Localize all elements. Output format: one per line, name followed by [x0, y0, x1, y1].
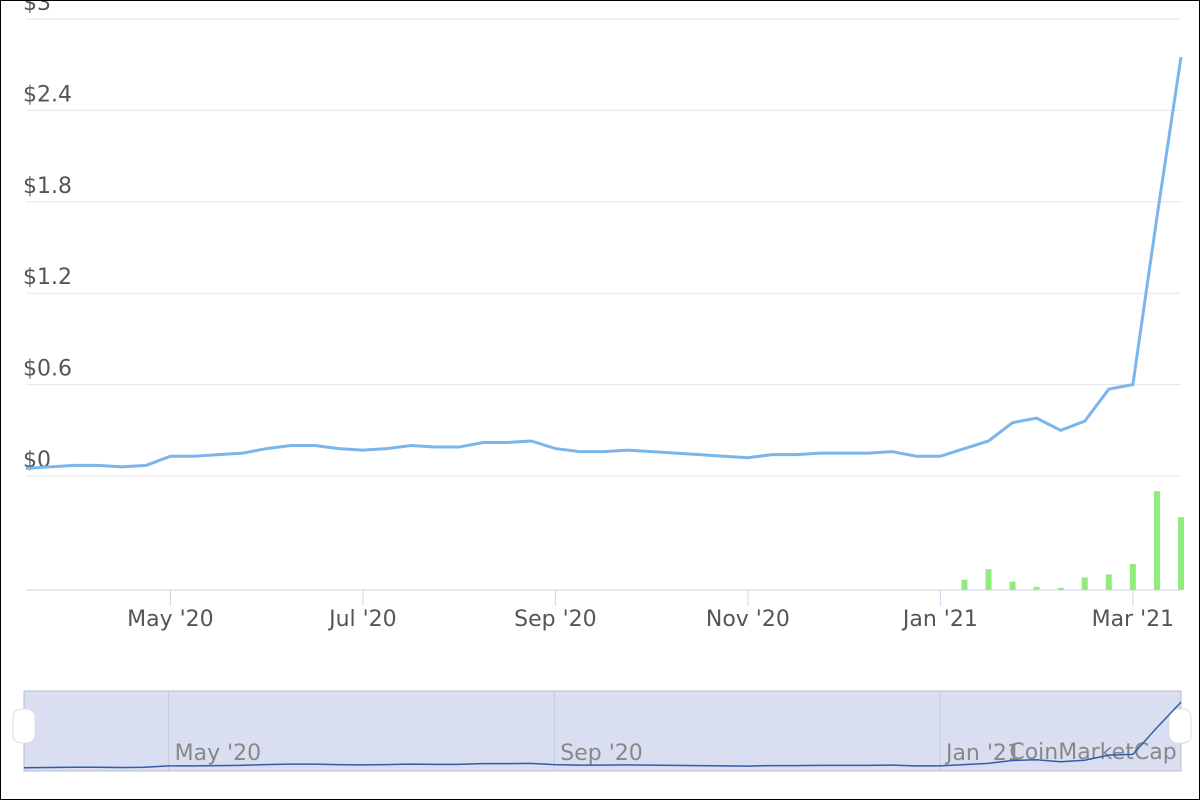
navigator-label: Jan '21	[944, 741, 1021, 766]
watermark: CoinMarketCap	[1009, 740, 1176, 765]
volume-bar	[1177, 517, 1185, 590]
volume-bar	[985, 569, 992, 590]
navigator-handle-left[interactable]	[12, 708, 36, 744]
y-tick-label: $3	[23, 1, 51, 16]
volume-bar	[1153, 491, 1160, 590]
x-tick-label: Nov '20	[706, 607, 790, 632]
x-tick-label: May '20	[127, 607, 214, 632]
x-tick-label: Jan '21	[901, 607, 978, 632]
y-tick-label: $1.8	[23, 174, 72, 199]
volume-bar	[961, 579, 968, 590]
volume-bar	[1129, 564, 1136, 590]
x-tick-label: Sep '20	[514, 607, 597, 632]
volume-bar	[1033, 586, 1040, 590]
x-tick-label: Mar '21	[1092, 607, 1175, 632]
volume-bar	[1009, 581, 1016, 590]
navigator-line	[23, 701, 1182, 769]
y-tick-label: $0.6	[23, 357, 72, 382]
navigator-label: Sep '20	[560, 741, 643, 766]
volume-bar	[1105, 574, 1112, 590]
volume-bar	[1081, 577, 1088, 590]
volume-bar	[1057, 587, 1064, 590]
y-tick-label: $2.4	[23, 82, 72, 107]
x-tick-label: Jul '20	[327, 607, 397, 632]
navigator[interactable]	[23, 690, 1182, 772]
navigator-handle-right[interactable]	[1168, 708, 1192, 744]
price-line	[25, 56, 1183, 470]
navigator-label: May '20	[175, 741, 262, 766]
y-tick-label: $1.2	[23, 265, 72, 290]
